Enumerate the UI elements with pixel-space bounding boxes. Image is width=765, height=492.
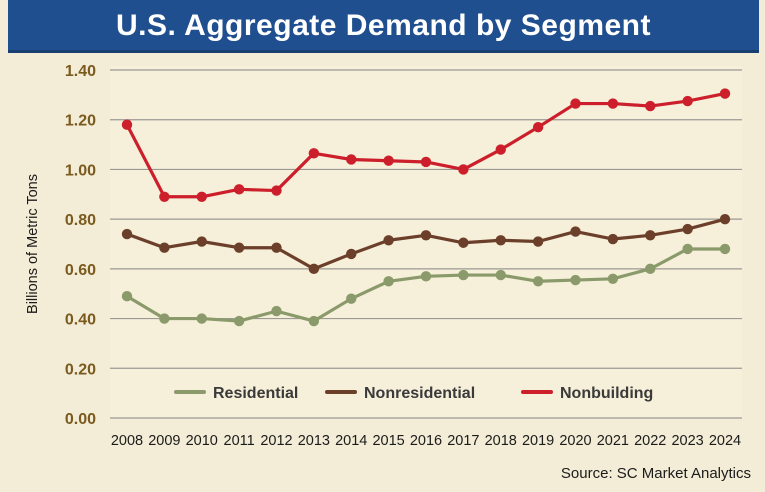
x-tick-label: 2012: [260, 433, 292, 449]
data-point: [719, 213, 731, 225]
x-tick-label: 2010: [186, 433, 218, 449]
data-point: [271, 242, 282, 253]
x-tick-label: 2009: [148, 433, 180, 449]
data-point: [346, 293, 357, 304]
y-tick-label: 0.40: [65, 312, 96, 329]
data-point: [458, 164, 469, 175]
data-point: [196, 236, 207, 247]
data-point: [645, 100, 656, 112]
x-tick-label: 2024: [709, 433, 741, 449]
data-point: [420, 271, 432, 282]
data-point: [458, 269, 469, 281]
data-point: [682, 95, 693, 107]
data-point: [607, 233, 619, 245]
x-tick-label: 2008: [111, 433, 143, 449]
legend-label: Nonbuilding: [560, 385, 653, 402]
data-point: [570, 274, 581, 286]
data-point: [346, 248, 357, 260]
data-point: [645, 263, 656, 275]
data-point: [121, 119, 133, 130]
data-point: [532, 121, 544, 133]
x-tick-label: 2019: [522, 433, 554, 449]
data-point: [159, 242, 170, 253]
data-point: [420, 156, 432, 168]
data-point: [495, 235, 506, 246]
data-point: [719, 243, 731, 255]
y-tick-label: 0.60: [65, 262, 96, 279]
y-tick-label: 0.20: [65, 361, 96, 378]
data-point: [645, 230, 656, 241]
y-tick-label: 1.00: [65, 162, 96, 179]
data-point: [233, 242, 245, 253]
x-tick-label: 2023: [671, 433, 703, 449]
y-axis-label: Billions of Metric Tons: [25, 174, 41, 314]
data-point: [121, 291, 133, 302]
x-tick-label: 2021: [597, 433, 629, 449]
x-tick-label: 2015: [372, 433, 404, 449]
data-point: [532, 276, 544, 287]
title-banner: U.S. Aggregate Demand by Segment: [8, 0, 759, 53]
data-point: [308, 263, 320, 275]
data-point: [607, 98, 619, 109]
data-point: [458, 237, 469, 248]
legend-label: Residential: [213, 385, 298, 402]
y-tick-label: 1.40: [65, 63, 96, 80]
y-tick-label: 0.80: [65, 212, 96, 229]
data-point: [308, 148, 320, 159]
data-point: [682, 243, 693, 255]
data-point: [682, 223, 693, 235]
data-point: [271, 185, 282, 196]
data-point: [346, 154, 357, 165]
x-tick-label: 2016: [410, 433, 442, 449]
data-point: [233, 184, 245, 195]
data-point: [196, 191, 207, 202]
data-point: [607, 273, 619, 284]
data-point: [719, 88, 731, 99]
data-point: [233, 315, 245, 327]
data-point: [495, 144, 506, 155]
x-tick-label: 2017: [447, 433, 479, 449]
data-point: [196, 313, 207, 324]
x-tick-label: 2020: [559, 433, 591, 449]
data-point: [383, 276, 394, 287]
data-point: [159, 191, 170, 202]
data-point: [308, 315, 320, 327]
legend-label: Nonresidential: [364, 385, 475, 402]
y-tick-label: 1.20: [65, 113, 96, 130]
source-note: Source: SC Market Analytics: [560, 465, 751, 482]
data-point: [383, 155, 394, 166]
x-tick-label: 2014: [335, 433, 367, 449]
data-point: [420, 230, 432, 241]
x-tick-label: 2013: [298, 433, 330, 449]
data-point: [159, 313, 170, 324]
y-tick-label: 0.00: [65, 411, 96, 428]
chart-title: U.S. Aggregate Demand by Segment: [116, 9, 651, 42]
data-point: [532, 236, 544, 247]
data-point: [495, 269, 506, 281]
x-tick-label: 2022: [634, 433, 666, 449]
data-point: [271, 305, 282, 317]
data-point: [570, 226, 581, 237]
data-point: [570, 98, 581, 109]
plot-area: [110, 66, 742, 418]
data-point: [383, 235, 394, 246]
x-tick-label: 2018: [485, 433, 517, 449]
data-point: [121, 228, 133, 240]
x-tick-label: 2011: [224, 433, 255, 449]
